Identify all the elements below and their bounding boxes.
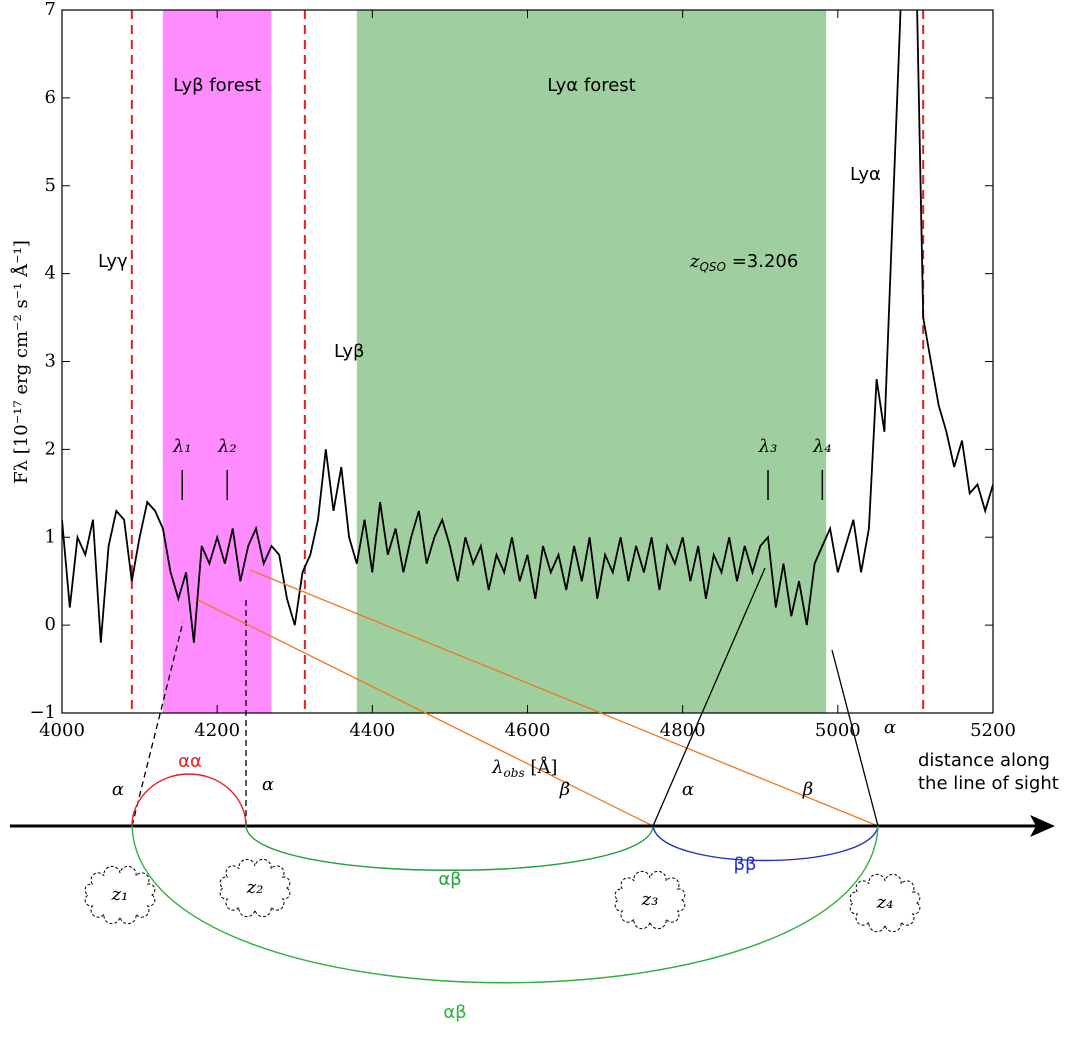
y-axis-label: Fλ [10⁻¹⁷ erg cm⁻² s⁻¹ Å⁻¹] [10, 240, 32, 484]
node-label: z₄ [876, 892, 894, 913]
x-tick-label: 4200 [194, 720, 240, 741]
x-tick-label: 5200 [970, 720, 1016, 741]
pair-label: αβ [438, 869, 461, 890]
arrow-head [1030, 815, 1055, 837]
y-tick-label: 7 [45, 0, 56, 20]
bands [162, 10, 827, 713]
transition-label: α [884, 717, 896, 738]
arcs [131, 773, 879, 984]
arc-aa [131, 773, 247, 827]
x-tick-label: 4600 [505, 720, 551, 741]
x-axis-label: λobs [Å] [491, 756, 557, 780]
orange-connector [197, 599, 654, 827]
pair-label: ββ [734, 854, 757, 875]
redshift-subscript: QSO [699, 260, 726, 274]
orange-connector [249, 569, 879, 827]
line-label: Lyβ [334, 341, 365, 362]
cloud [614, 870, 686, 930]
sightline-label: distance along [918, 750, 1050, 771]
y-tick-label: 2 [45, 438, 56, 459]
y-tick-label: −1 [29, 702, 56, 723]
x-tick-label: 4800 [660, 720, 706, 741]
plot [61, 9, 994, 714]
black-connector [652, 567, 766, 827]
cloud [219, 858, 291, 918]
dashed-connector [131, 621, 184, 827]
node-label: z₁ [111, 884, 129, 905]
transition-label: α [262, 774, 274, 795]
transition-label: β [802, 779, 813, 800]
lambda-label: λ₂ [217, 436, 237, 457]
arc-bb [652, 825, 879, 862]
y-tick-label: 5 [45, 175, 56, 196]
x-axis-unit: [Å] [525, 756, 558, 778]
arc-ab-long [131, 825, 879, 984]
cloud [849, 873, 921, 933]
black-connector [831, 649, 879, 827]
x-tick-label: 4000 [39, 720, 85, 741]
redshift-label: zQSO =3.206 [689, 251, 798, 274]
x-axis-symbol: λ [491, 757, 503, 778]
band [162, 10, 272, 713]
y-tick-label: 3 [45, 351, 56, 372]
transition-label: α [112, 779, 124, 800]
y-tick-label: 1 [45, 526, 56, 547]
band-label: Lyα forest [547, 75, 635, 96]
lambda-label: λ₃ [758, 436, 778, 457]
arc-ab [245, 825, 654, 871]
transition-label: β [559, 779, 570, 800]
node-label: z₂ [246, 877, 264, 898]
node-label: z₃ [641, 889, 659, 910]
x-axis-subscript: obs [504, 766, 525, 780]
lambda-label: λ₄ [812, 436, 832, 457]
sightline-label: the line of sight [918, 773, 1059, 794]
x-tick-label: 5000 [815, 720, 861, 741]
cloud [84, 865, 156, 925]
redshift-symbol: z [689, 251, 700, 272]
band-label: Lyβ forest [173, 75, 261, 96]
spectrum [62, 10, 993, 643]
y-tick-label: 6 [45, 87, 56, 108]
line-label: Lyα [850, 164, 881, 185]
redshift-value: =3.206 [726, 251, 798, 272]
transition-label: α [682, 779, 694, 800]
line-label: Lyγ [98, 251, 128, 272]
x-tick-label: 4400 [349, 720, 395, 741]
y-tick-label: 4 [45, 263, 56, 284]
y-tick-label: 0 [45, 614, 56, 635]
pair-label: αβ [443, 1002, 466, 1023]
pair-label: αα [178, 751, 202, 772]
band [356, 10, 827, 713]
plot-frame [61, 9, 994, 714]
lambda-label: λ₁ [172, 436, 192, 457]
connectors [131, 567, 879, 827]
clouds [84, 858, 921, 933]
annotations: Lyβ forest Lyα forest 4000 4200 4400 4600 4800… [10, 0, 1059, 1023]
